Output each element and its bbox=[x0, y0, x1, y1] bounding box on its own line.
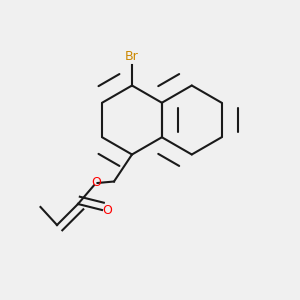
Text: O: O bbox=[103, 203, 112, 217]
Text: Br: Br bbox=[125, 50, 139, 63]
Text: O: O bbox=[91, 176, 101, 190]
